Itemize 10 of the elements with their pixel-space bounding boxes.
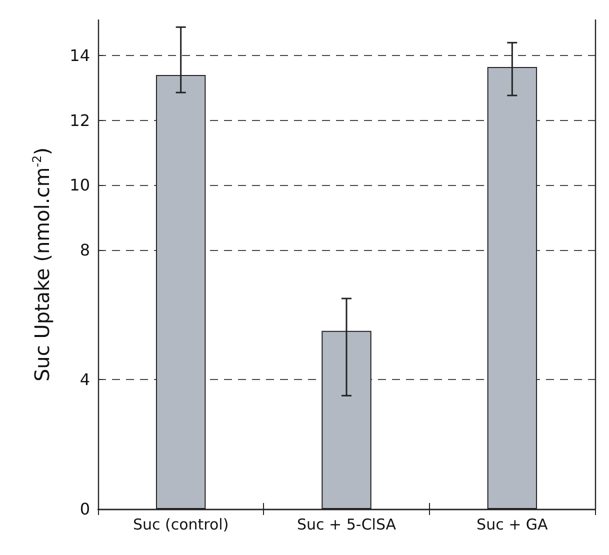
y-tick-label: 0 [80,500,90,518]
x-tick-label: Suc (control) [132,516,229,534]
x-tick-label: Suc + GA [476,516,549,534]
x-tick-label: Suc + 5-ClSA [296,516,397,534]
y-tick-label: 14 [70,46,90,66]
y-tick-label: 12 [70,110,90,130]
y-axis-title: Suc Uptake (nmol.cm-2) [30,147,54,382]
y-tick-label: 4 [80,370,90,389]
y-tick-label: 10 [70,176,90,195]
y-tick-label: 8 [80,240,90,260]
